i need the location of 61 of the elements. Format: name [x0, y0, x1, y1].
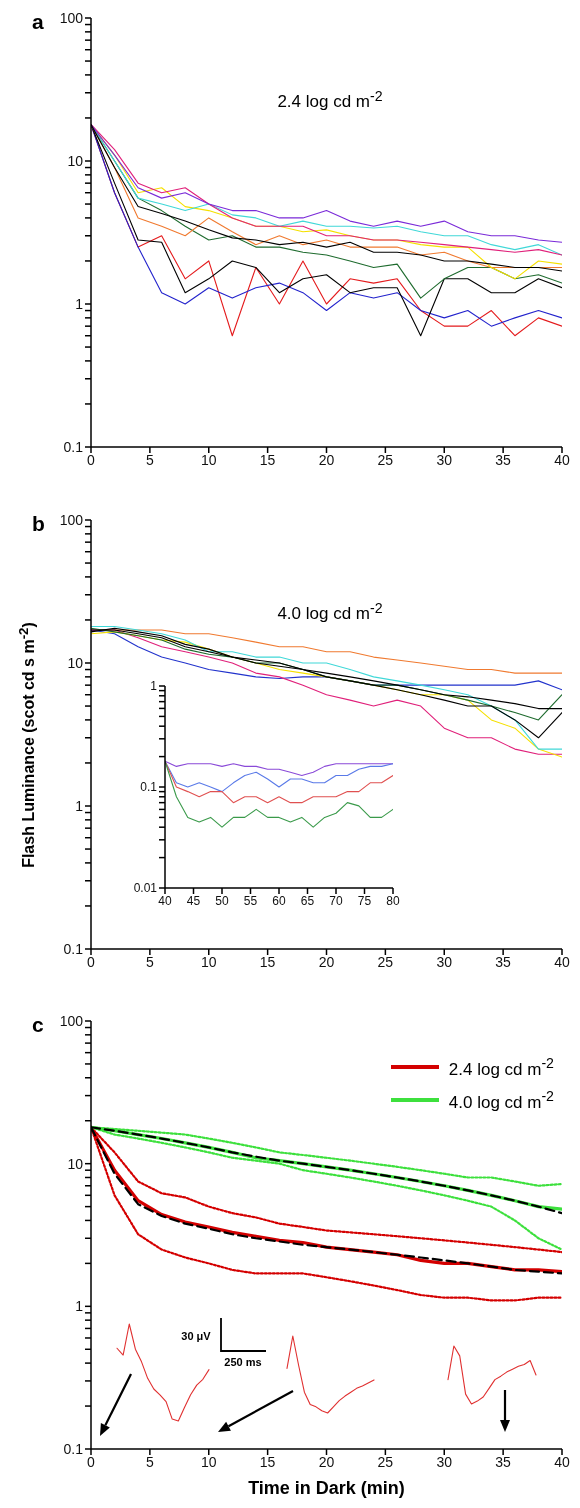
legend-label: 2.4 log cd m$^{-2}$ — [448, 1055, 554, 1080]
y-tick-label: 100 — [59, 511, 84, 528]
annotation: 250 ms — [224, 1356, 262, 1368]
x-tick-label: 35 — [495, 451, 512, 468]
x-tick-label: 20 — [318, 451, 335, 468]
annotation: 4.0 log cd m$^{-2}$ — [277, 599, 383, 625]
x-tick-label: 0 — [87, 451, 96, 468]
y-tick-label: 0.1 — [63, 940, 84, 957]
x-tick-label: 35 — [495, 953, 512, 970]
x-tick-label: 30 — [436, 451, 453, 468]
x-tick-label: 40 — [554, 953, 570, 970]
x-tick-label: 5 — [145, 451, 154, 468]
x-tick-label: 15 — [259, 953, 276, 970]
y-tick-label: 1 — [75, 295, 84, 312]
chart-title: a — [32, 10, 44, 34]
x-tick-label: 30 — [436, 953, 453, 970]
annotation: 30 μV — [181, 1330, 211, 1342]
x-tick-label: 25 — [377, 1453, 394, 1470]
y-tick-label: 1 — [75, 797, 84, 814]
x-tick-label: 25 — [377, 953, 394, 970]
y-tick-label: 0.1 — [63, 438, 84, 455]
x-tick-label: 15 — [259, 1453, 276, 1470]
x-tick-label: 45 — [186, 893, 201, 908]
x-tick-label: 40 — [158, 893, 172, 908]
chart-title: c — [32, 1013, 44, 1037]
x-tick-label: 5 — [145, 953, 154, 970]
x-tick-label: 40 — [554, 1453, 570, 1470]
x-tick-label: 0 — [87, 953, 96, 970]
y-tick-label: 0.1 — [63, 1440, 84, 1457]
x-tick-label: 75 — [357, 893, 372, 908]
y-tick-label: 10 — [67, 1155, 84, 1172]
y-tick-label: 1 — [150, 679, 158, 694]
x-tick-label: 65 — [300, 893, 315, 908]
x-tick-label: 10 — [200, 1453, 217, 1470]
x-tick-label: 15 — [259, 451, 276, 468]
y-tick-label: 1 — [75, 1298, 84, 1315]
legend-label: 4.0 log cd m$^{-2}$ — [448, 1087, 554, 1113]
x-tick-label: 20 — [318, 953, 335, 970]
x-tick-label: 10 — [200, 451, 217, 468]
y-tick-label: 0.01 — [133, 881, 158, 896]
x-tick-label: 80 — [386, 893, 400, 908]
x-tick-label: 25 — [377, 451, 394, 468]
x-tick-label: 5 — [145, 1453, 154, 1470]
chart-title: b — [32, 512, 45, 536]
x-tick-label: 10 — [200, 953, 217, 970]
y-tick-label: 100 — [59, 9, 84, 26]
annotation: 2.4 log cd m$^{-2}$ — [277, 87, 383, 113]
x-tick-label: 40 — [554, 451, 570, 468]
x-tick-label: 70 — [329, 893, 343, 908]
x-tick-label: 20 — [318, 1453, 335, 1470]
x-tick-label: 60 — [272, 893, 286, 908]
y-tick-label: 10 — [67, 152, 84, 169]
x-tick-label: 0 — [87, 1453, 96, 1470]
x-tick-label: 30 — [436, 1453, 453, 1470]
x-tick-label: 35 — [495, 1453, 512, 1470]
y-tick-label: 0.1 — [140, 780, 158, 795]
y-tick-label: 10 — [67, 654, 84, 671]
x-tick-label: 50 — [215, 893, 229, 908]
x-axis-title: Time in Dark (min) — [247, 1478, 406, 1499]
y-tick-label: 100 — [59, 1012, 84, 1029]
x-tick-label: 55 — [243, 893, 258, 908]
